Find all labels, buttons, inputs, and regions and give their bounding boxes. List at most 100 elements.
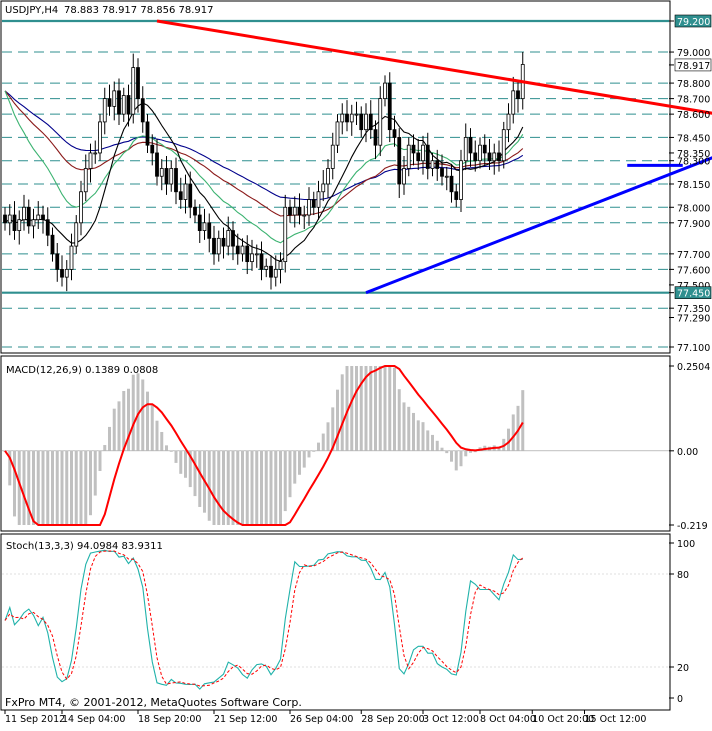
candle-bear xyxy=(55,253,60,270)
candle-bull xyxy=(506,113,511,131)
macd-histogram-bar xyxy=(298,450,301,475)
candle-bear xyxy=(45,219,50,236)
candle-bull xyxy=(93,152,98,155)
macd-histogram-bar xyxy=(250,450,254,525)
candle-bear xyxy=(468,137,473,154)
macd-histogram-bar xyxy=(402,402,406,451)
macd-histogram-bar xyxy=(98,450,102,471)
candle-bear xyxy=(174,168,178,193)
candle-bear xyxy=(482,144,487,154)
macd-histogram-bar xyxy=(388,366,392,451)
macd-histogram-bar xyxy=(169,450,173,452)
candle-bull xyxy=(307,199,311,216)
candle-bull xyxy=(22,206,26,221)
candle-bear xyxy=(245,245,250,263)
price-tick-label: 78.150 xyxy=(677,180,710,191)
candle-bear xyxy=(136,67,140,100)
macd-histogram-bar xyxy=(155,420,159,451)
candle-bull xyxy=(79,191,83,224)
stoch-signal-line xyxy=(4,550,524,687)
macd-histogram-bar xyxy=(340,374,344,451)
trendline-blue-1 xyxy=(365,156,712,295)
macd-histogram-bar xyxy=(108,426,111,451)
candle-bear xyxy=(193,206,197,216)
macd-histogram-bar xyxy=(13,450,16,517)
macd-histogram-bar xyxy=(393,367,396,451)
candle-bull xyxy=(463,137,468,162)
time-tick-label: 26 Sep 04:00 xyxy=(290,714,353,725)
macd-histogram-bar xyxy=(497,446,501,451)
price-tick-label: 78.700 xyxy=(677,95,710,106)
price-tick-label: 78.350 xyxy=(677,149,710,160)
macd-histogram-bar xyxy=(217,450,221,525)
macd-title: MACD(12,26,9) 0.1389 0.0808 xyxy=(6,365,158,376)
macd-histogram-bar xyxy=(207,450,211,521)
candle-bull xyxy=(183,183,188,200)
candle-bull xyxy=(402,168,406,185)
macd-histogram-bar xyxy=(364,366,368,451)
macd-histogram-bar xyxy=(435,440,439,451)
price-tick-label: 78.800 xyxy=(677,79,710,90)
price-tick-label: 78.917 xyxy=(677,61,710,72)
candle-bear xyxy=(387,82,392,131)
macd-histogram-bar xyxy=(179,450,183,474)
macd-tick-label: -0.219 xyxy=(677,521,708,532)
macd-tick-label: 0.00 xyxy=(677,447,698,458)
macd-histogram-bar xyxy=(407,406,411,451)
macd-histogram-bar xyxy=(378,366,382,451)
candle-bear xyxy=(145,121,150,146)
macd-histogram-bar xyxy=(146,391,149,451)
candle-bull xyxy=(31,219,36,227)
candle-bull xyxy=(202,222,207,231)
candle-bear xyxy=(454,191,459,200)
candle-bull xyxy=(335,121,340,146)
macd-histogram-bar xyxy=(450,450,453,462)
macd-histogram-bar xyxy=(127,388,130,451)
macd-histogram-bar xyxy=(226,450,230,525)
macd-histogram-bar xyxy=(112,408,116,451)
macd-histogram-bar xyxy=(274,450,278,525)
price-chart-title: USDJPY,H4 xyxy=(5,5,58,16)
price-tick-label: 78.000 xyxy=(677,203,710,214)
macd-pane xyxy=(0,355,671,532)
candle-bull xyxy=(159,168,164,177)
macd-histogram-bar xyxy=(17,450,21,525)
candle-bear xyxy=(197,214,202,231)
macd-histogram-bar xyxy=(369,366,373,451)
price-tick-label: 77.900 xyxy=(677,219,710,230)
candle-bull xyxy=(354,113,359,116)
candle-bear xyxy=(3,214,7,224)
candle-bear xyxy=(425,144,430,169)
candle-bull xyxy=(459,160,463,200)
macd-histogram-bar xyxy=(459,450,463,467)
candle-bull xyxy=(7,214,12,224)
macd-histogram-bar xyxy=(421,422,425,451)
candle-bear xyxy=(392,129,397,138)
candle-bull xyxy=(273,268,278,278)
price-tick-label: 77.350 xyxy=(677,304,710,315)
price-tick-label: 78.300 xyxy=(677,157,710,168)
time-tick-label: 10 Oct 20:00 xyxy=(532,714,594,725)
candle-bull xyxy=(501,129,506,162)
stoch-tick-label: 0 xyxy=(677,694,683,705)
price-tick-label: 79.000 xyxy=(677,48,710,59)
macd-histogram-bar xyxy=(355,366,358,451)
ma-green xyxy=(4,90,524,244)
price-tick-label: 77.100 xyxy=(677,343,710,354)
candle-bull xyxy=(326,168,330,185)
candle-bull xyxy=(511,90,516,115)
candle-bear xyxy=(416,152,421,162)
candle-bull xyxy=(17,219,22,231)
macd-histogram-bar xyxy=(283,450,287,512)
candle-bull xyxy=(478,144,482,162)
macd-histogram-bar xyxy=(260,450,263,525)
macd-histogram-bar xyxy=(321,433,325,451)
macd-chart xyxy=(2,365,669,526)
macd-histogram-bar xyxy=(255,450,259,525)
macd-histogram-bar xyxy=(412,412,415,451)
time-tick-label: 14 Sep 04:00 xyxy=(62,714,125,725)
candle-bear xyxy=(440,168,444,177)
candle-bear xyxy=(345,113,349,123)
macd-histogram-bar xyxy=(74,450,78,525)
